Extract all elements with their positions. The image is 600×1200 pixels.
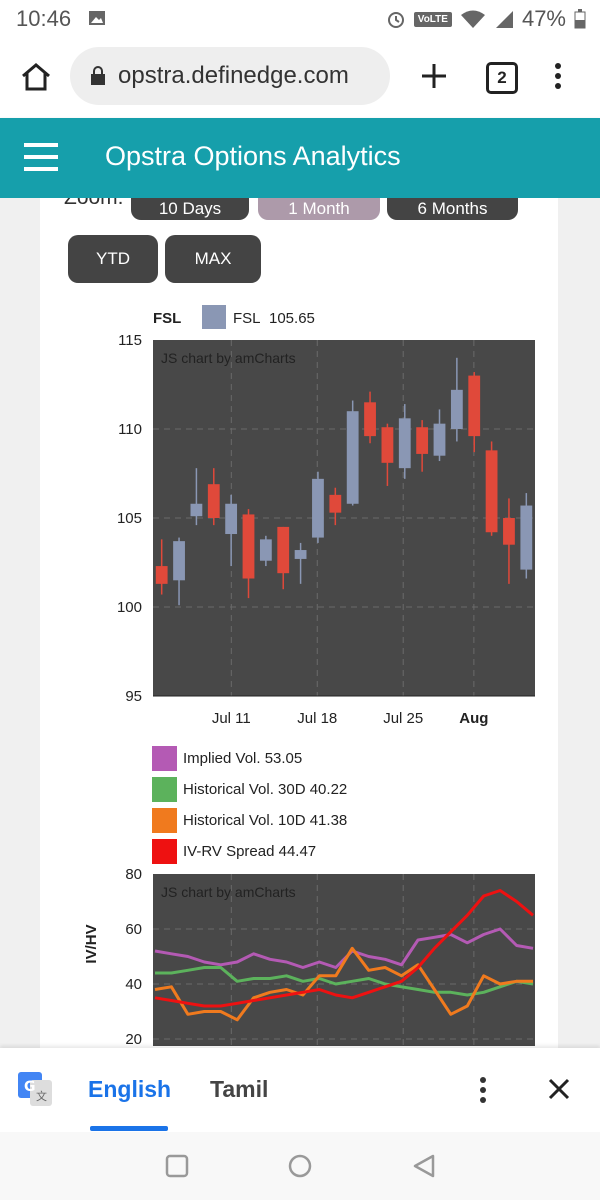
vol-y-tick: 20: [125, 1031, 142, 1046]
vol-legend-label: Historical Vol. 10D 41.38: [183, 812, 348, 829]
candle-body: [398, 418, 411, 469]
candle-body: [346, 411, 359, 504]
app-header: Opstra Options Analytics: [0, 118, 600, 198]
zoom-10-days-button[interactable]: 10 Days: [131, 198, 249, 220]
image-notification-icon: [89, 11, 105, 25]
status-right: VoLTE 47%: [386, 6, 586, 32]
app-title: Opstra Options Analytics: [105, 141, 401, 171]
vol-legend-label: IV-RV Spread 44.47: [183, 843, 317, 860]
tab-count: 2: [497, 68, 507, 87]
candle-body: [207, 484, 220, 518]
vol-legend-swatch: [152, 746, 177, 771]
candle-body: [450, 389, 463, 429]
vol-series-line: [154, 946, 533, 1022]
candle-body: [277, 526, 290, 574]
price-y-tick: 100: [117, 599, 142, 616]
candle-body: [173, 541, 185, 581]
svg-text:G: G: [24, 1079, 36, 1095]
vol-legend-label: Implied Vol. 53.05: [183, 750, 303, 767]
candle-body: [503, 518, 515, 545]
translate-bar: G 文 English Tamil: [0, 1048, 600, 1132]
price-x-tick: Jul 11: [212, 710, 251, 727]
price-legend-swatch: [202, 305, 226, 329]
back-icon[interactable]: [412, 1153, 436, 1179]
price-x-tick: Aug: [459, 710, 488, 727]
status-bar: 10:46 VoLTE 47%: [0, 0, 600, 36]
vol-y-tick: 60: [125, 921, 142, 938]
price-candlestick-chart: 95 100 105 110 115 Jul 11 Jul 18 Jul 25 Aug JS ch…: [117, 332, 535, 727]
browser-menu-icon[interactable]: [552, 62, 564, 92]
candle-body: [242, 514, 255, 579]
alarm-icon: [387, 12, 404, 28]
browser-toolbar: opstra.definedge.com 2: [0, 36, 600, 120]
zoom-label: Zoom:: [64, 198, 124, 210]
price-y-tick: 105: [117, 510, 142, 527]
price-legend-value: 105.65: [269, 310, 315, 327]
vol-series-line: [154, 889, 534, 1008]
status-time: 10:46: [16, 6, 72, 31]
chart-card: Zoom: 10 Days 1 Month 6 Months YTD MAX F…: [40, 198, 558, 1048]
vol-y-axis-label: IV/HV: [83, 924, 100, 963]
vol-y-tick: 80: [125, 866, 142, 883]
active-tab-indicator: [90, 1126, 168, 1131]
tab-switcher-button[interactable]: 2: [486, 62, 518, 94]
zoom-ytd-button[interactable]: YTD: [68, 235, 158, 283]
zoom-max-button[interactable]: MAX: [165, 235, 261, 283]
svg-text:文: 文: [36, 1089, 47, 1103]
candle-body: [259, 539, 272, 561]
wifi-icon: [460, 10, 485, 28]
price-chart-credit: JS chart by amCharts: [161, 350, 296, 366]
vol-y-tick: 40: [125, 976, 142, 993]
volatility-line-chart: 20 40 60 80 IV/HV JS chart by amCharts: [83, 866, 535, 1046]
candle-body: [155, 566, 168, 584]
volte-badge: VoLTE: [413, 11, 452, 27]
battery-icon: [574, 9, 586, 29]
candle-body: [364, 402, 376, 437]
vol-legend-swatch: [152, 839, 177, 864]
recents-icon[interactable]: [165, 1154, 189, 1178]
home-nav-icon[interactable]: [287, 1153, 313, 1179]
close-icon[interactable]: [548, 1078, 570, 1100]
candle-body: [433, 423, 446, 456]
home-icon[interactable]: [20, 62, 52, 92]
new-tab-icon[interactable]: [420, 62, 448, 90]
vol-series-line: [155, 966, 534, 997]
candle-body: [416, 427, 429, 454]
translate-options-icon[interactable]: [478, 1076, 488, 1104]
price-x-tick: Jul 18: [297, 710, 337, 727]
vol-legend-swatch: [152, 777, 177, 802]
candle-body: [520, 505, 533, 570]
candle-body: [329, 494, 342, 513]
battery-percent: 47%: [521, 6, 566, 31]
system-nav-bar: [0, 1132, 600, 1200]
signal-icon: [495, 11, 513, 28]
price-x-tick: Jul 25: [383, 710, 423, 727]
address-bar[interactable]: opstra.definedge.com: [70, 47, 390, 105]
candle-body: [381, 427, 394, 463]
candle-body: [468, 375, 481, 437]
candle-body: [312, 478, 324, 538]
zoom-6-months-button[interactable]: 6 Months: [387, 198, 518, 220]
url-text: opstra.definedge.com: [118, 62, 349, 89]
price-y-tick: 95: [125, 688, 142, 705]
zoom-1-month-button[interactable]: 1 Month: [258, 198, 380, 220]
candle-body: [225, 503, 238, 535]
hamburger-menu-icon[interactable]: [24, 140, 58, 174]
lock-icon: [91, 66, 105, 85]
vol-legend-label: Historical Vol. 30D 40.22: [183, 781, 348, 798]
translate-tab-english[interactable]: English: [88, 1076, 172, 1102]
price-y-tick: 110: [118, 421, 142, 438]
vol-legend-swatch: [152, 808, 177, 833]
page-content: Zoom: 10 Days 1 Month 6 Months YTD MAX F…: [0, 198, 600, 1048]
google-translate-icon: G 文: [18, 1072, 52, 1106]
candle-body: [190, 503, 203, 517]
candle-body: [294, 550, 307, 559]
price-y-tick: 115: [118, 332, 142, 349]
vol-chart-credit: JS chart by amCharts: [161, 884, 296, 900]
translate-tab-tamil[interactable]: Tamil: [210, 1076, 269, 1102]
price-legend-symbol: FSL: [153, 310, 182, 327]
price-legend-name: FSL: [233, 310, 261, 327]
candle-body: [485, 450, 498, 533]
